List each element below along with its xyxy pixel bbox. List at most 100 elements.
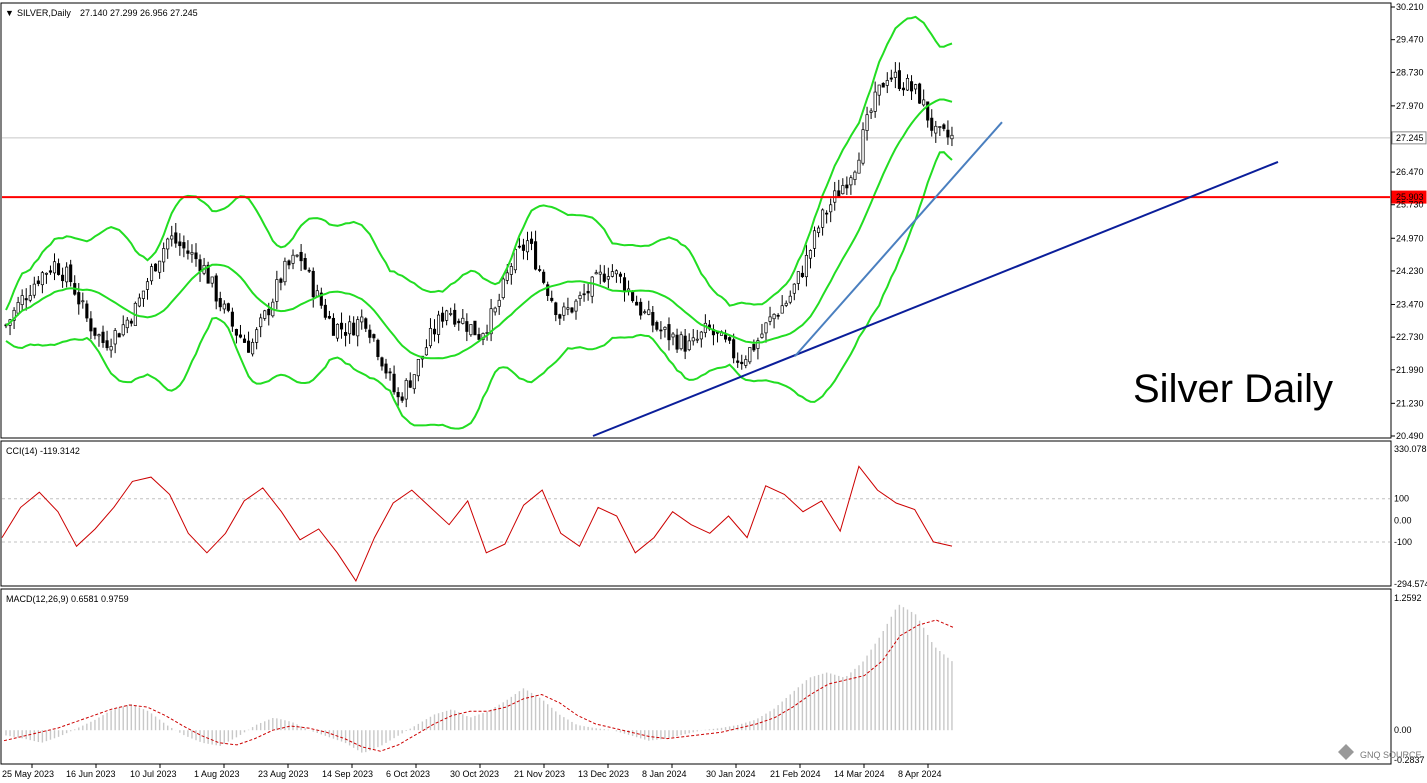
candle-body	[631, 291, 635, 302]
candle-body	[61, 274, 65, 282]
candle-body	[554, 302, 558, 316]
candle-body	[489, 308, 493, 335]
candle-body	[170, 235, 174, 240]
candle-body	[914, 84, 918, 90]
candle-body	[566, 307, 570, 310]
candle-body	[825, 212, 829, 215]
price-panel-frame	[0, 2, 1392, 439]
candle-body	[307, 269, 311, 272]
candle-body	[748, 347, 752, 363]
candle-body	[327, 315, 331, 319]
candle-body	[885, 80, 889, 86]
candle-body	[671, 333, 675, 338]
candle-body	[36, 280, 40, 284]
candle-body	[889, 77, 893, 80]
candle-body	[687, 340, 691, 351]
candle-body	[206, 264, 210, 284]
date-tick-label: 30 Jan 2024	[706, 769, 756, 779]
candle-body	[728, 337, 732, 341]
candle-body	[800, 272, 804, 278]
candle-body	[162, 248, 166, 263]
candle-body	[20, 295, 24, 306]
candle-body	[667, 324, 671, 341]
cci-tick-label: 330.078	[1394, 444, 1427, 454]
candle-body	[137, 297, 141, 307]
date-tick-label: 1 Aug 2023	[194, 769, 240, 779]
cci-tick-label: -100	[1394, 537, 1412, 547]
candle-body	[542, 271, 546, 283]
candle-body	[861, 129, 865, 164]
candle-body	[89, 318, 93, 332]
candle-body	[938, 126, 942, 128]
candle-body	[808, 250, 813, 259]
candle-body	[740, 361, 744, 365]
candle-body	[695, 338, 699, 341]
candle-body	[788, 295, 792, 303]
candle-body	[275, 279, 279, 302]
date-tick-label: 10 Jul 2023	[130, 769, 177, 779]
price-tick-label: 24.970	[1396, 233, 1424, 243]
candle-body	[942, 124, 946, 129]
ohlc-values: 27.140 27.299 26.956 27.245	[80, 8, 198, 18]
candle-body	[412, 374, 416, 390]
candle-body	[509, 266, 513, 275]
candle-body	[360, 316, 364, 323]
candle-body	[513, 249, 517, 271]
symbol-dropdown-icon[interactable]: ▼	[5, 8, 14, 18]
candle-body	[267, 308, 271, 316]
candle-body	[283, 260, 287, 283]
candle-body	[897, 70, 901, 89]
candle-body	[857, 159, 861, 174]
candle-body	[643, 311, 647, 314]
candle-body	[602, 273, 606, 282]
price-tick-label: 24.230	[1396, 266, 1424, 276]
resistance-price-tag	[1391, 190, 1427, 204]
candle-body	[416, 358, 420, 377]
candle-body	[760, 333, 764, 338]
macd-tick-label: 0.00	[1394, 725, 1412, 735]
symbol-label: SILVER,Daily	[17, 8, 71, 18]
candle-body	[606, 276, 610, 280]
price-tick-label: 28.730	[1396, 67, 1424, 77]
candle-body	[186, 250, 190, 254]
candle-body	[287, 260, 291, 266]
candle-body	[335, 323, 340, 339]
candle-body	[214, 275, 218, 302]
candle-body	[424, 347, 428, 356]
price-tick-label: 29.470	[1396, 35, 1424, 45]
candle-body	[744, 359, 748, 366]
candle-body	[647, 309, 651, 315]
price-tick-label: 21.990	[1396, 365, 1424, 375]
candle-body	[356, 319, 360, 337]
candle-body	[380, 357, 384, 367]
date-tick-label: 30 Oct 2023	[450, 769, 499, 779]
candle-body	[922, 99, 926, 106]
candle-body	[473, 320, 477, 336]
candle-body	[934, 125, 938, 134]
candle-body	[182, 242, 186, 249]
candle-body	[586, 290, 590, 294]
candle-body	[853, 171, 857, 180]
price-tick-label: 25.730	[1396, 200, 1424, 210]
candle-body	[477, 334, 481, 340]
bollinger-lower-band	[5, 151, 953, 430]
date-tick-label: 14 Sep 2023	[322, 769, 373, 779]
candle-body	[24, 298, 28, 301]
candle-body	[388, 371, 392, 374]
candle-body	[812, 230, 817, 249]
candle-body	[909, 81, 914, 92]
candle-body	[158, 260, 162, 273]
candle-body	[780, 305, 784, 314]
candle-body	[703, 322, 707, 334]
candle-body	[194, 252, 198, 260]
candle-body	[635, 301, 639, 306]
candle-body	[562, 306, 566, 316]
candle-body	[675, 334, 679, 350]
candle-body	[97, 334, 101, 337]
candle-body	[149, 266, 154, 282]
candle-body	[174, 232, 178, 244]
candle-body	[869, 110, 873, 113]
candle-body	[594, 272, 598, 275]
candle-body	[525, 240, 530, 253]
